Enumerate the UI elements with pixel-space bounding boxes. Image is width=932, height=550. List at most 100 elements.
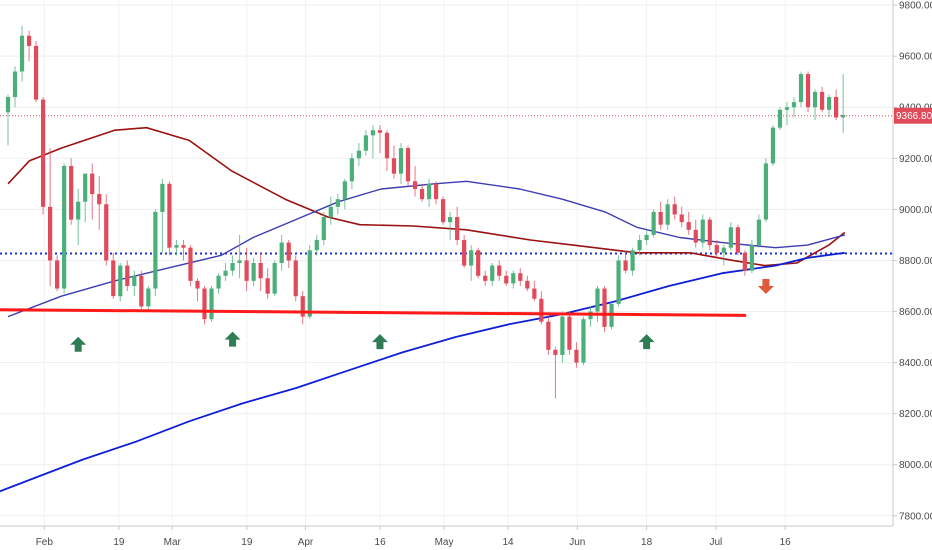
candle-body xyxy=(237,260,242,263)
time-tick-label: 19 xyxy=(113,537,125,548)
candle-body xyxy=(714,245,719,253)
candle xyxy=(244,247,249,292)
candle xyxy=(412,165,418,197)
candle xyxy=(384,130,390,172)
candle xyxy=(426,178,432,207)
candle-body xyxy=(195,280,200,289)
candle-body xyxy=(504,275,509,284)
candle xyxy=(700,214,705,248)
time-tick-label: 14 xyxy=(502,537,514,548)
candle xyxy=(798,71,804,108)
candle xyxy=(258,252,263,292)
candle-body xyxy=(553,349,558,355)
candle-body xyxy=(104,204,109,261)
candle-body xyxy=(574,349,579,363)
candle xyxy=(279,234,284,271)
candle xyxy=(132,270,137,297)
candle-body xyxy=(181,245,186,248)
candle xyxy=(153,209,158,297)
moving-average-3 xyxy=(0,251,845,493)
candle xyxy=(293,255,298,302)
price-tick-label: 8200.00 xyxy=(899,409,932,420)
time-tick-label: May xyxy=(435,537,454,548)
candle-body xyxy=(258,263,263,279)
candle xyxy=(83,173,88,223)
support-trendline[interactable] xyxy=(0,308,747,317)
candle xyxy=(455,206,460,246)
candle-body xyxy=(272,263,277,294)
candle-body xyxy=(97,194,102,205)
candle-body xyxy=(749,245,754,271)
candle xyxy=(665,199,670,230)
candle xyxy=(195,278,200,302)
candle-body xyxy=(223,270,228,276)
price-tick-label: 9800.00 xyxy=(899,1,932,12)
candle xyxy=(335,194,340,215)
time-tick-label: Apr xyxy=(298,537,314,548)
candle xyxy=(76,188,81,246)
candle-body xyxy=(532,288,537,299)
candle xyxy=(462,234,467,269)
candle-body xyxy=(174,245,179,248)
candle xyxy=(525,275,530,292)
candle xyxy=(623,250,628,274)
candle-body xyxy=(188,247,193,281)
candle xyxy=(616,255,621,307)
candle xyxy=(370,125,376,159)
time-axis-labels: Feb 19 Mar 19 Apr 16 May 14 Jun 18 Jul 16 xyxy=(36,526,791,548)
candle-body xyxy=(679,214,684,223)
candle-body xyxy=(153,211,158,289)
candle-body xyxy=(307,250,312,317)
candle xyxy=(398,142,404,184)
candle xyxy=(167,181,172,256)
candle-body xyxy=(139,275,144,307)
price-tick-label: 7800.00 xyxy=(899,511,932,522)
candle xyxy=(469,245,474,281)
time-tick-label: Feb xyxy=(36,537,54,548)
candle xyxy=(574,342,579,368)
candle xyxy=(805,71,811,113)
candle xyxy=(672,196,677,220)
candle-body xyxy=(433,183,439,200)
candle-body xyxy=(167,183,172,248)
candle xyxy=(90,163,95,220)
candle xyxy=(202,285,207,325)
candle xyxy=(5,94,11,146)
last-price-label: 9366.80 xyxy=(896,111,932,122)
candle-body xyxy=(791,102,797,108)
candle xyxy=(69,158,74,225)
candle-body xyxy=(251,263,256,281)
down-arrow-icon xyxy=(757,278,774,294)
candle xyxy=(125,260,130,292)
candle xyxy=(188,245,193,286)
time-tick-label: Jun xyxy=(569,537,585,548)
candle-body xyxy=(118,265,123,297)
candle xyxy=(602,285,607,332)
candle xyxy=(784,102,790,126)
candle xyxy=(111,252,116,299)
candle-body xyxy=(525,280,530,289)
candle-body xyxy=(728,227,733,248)
price-tick-label: 9200.00 xyxy=(899,154,932,165)
candle xyxy=(321,211,326,246)
candle-body xyxy=(770,127,776,164)
candle xyxy=(40,97,46,215)
candle xyxy=(33,40,39,103)
candle xyxy=(532,280,537,302)
candle-body xyxy=(805,74,811,108)
candle-body xyxy=(377,130,383,133)
candle xyxy=(223,263,228,281)
candle xyxy=(272,260,277,297)
candle xyxy=(307,245,312,320)
candle xyxy=(97,176,102,230)
candle-body xyxy=(398,148,404,174)
candle-body xyxy=(48,206,53,261)
price-tick-label: 8800.00 xyxy=(899,256,932,267)
price-tick-label: 9000.00 xyxy=(899,205,932,216)
price-tick-label: 8000.00 xyxy=(899,460,932,471)
candle xyxy=(342,178,347,210)
candle-body xyxy=(328,206,333,218)
candle-body xyxy=(539,298,544,322)
candle xyxy=(181,240,186,261)
